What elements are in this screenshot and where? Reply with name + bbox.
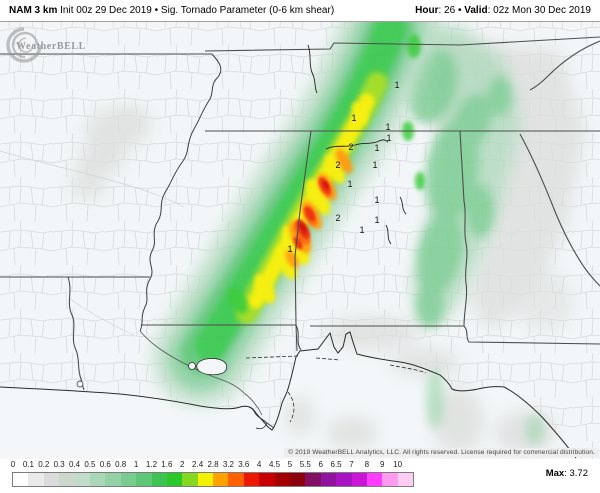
copyright-notice: © 2019 WeatherBELL Analytics, LLC. All r… <box>284 448 599 457</box>
colorbar-tick: 0.5 <box>84 460 96 469</box>
colorbar-segment <box>213 473 229 486</box>
colorbar-tick: 0.2 <box>38 460 50 469</box>
colorbar-segment <box>366 473 383 486</box>
colorbar-ticks: 0 0.1 0.2 0.3 0.4 0.5 0.6 0.8 1 1.2 1.6 2 2.4 2.8 3.2 3… <box>0 460 600 471</box>
colorbar-tick: 1.2 <box>145 460 158 469</box>
colorbar-segment <box>397 473 414 486</box>
valid-value: : 02z Mon 30 Dec 2019 <box>487 5 591 16</box>
colorbar-tick: 6.5 <box>330 460 342 469</box>
colorbar-tick: 1 <box>133 460 139 469</box>
colorbar-tick: 0.8 <box>115 460 127 469</box>
colorbar-tick: 2.8 <box>207 460 219 469</box>
colorbar-tick: 0.3 <box>53 460 65 469</box>
valid-label: Valid <box>464 5 488 16</box>
lake-pontchartrain <box>196 358 228 376</box>
valid-time-title: Hour: 26 • Valid: 02z Mon 30 Dec 2019 <box>415 5 591 16</box>
colorbar-tick: 4 <box>256 460 262 469</box>
max-number: : 3.72 <box>564 468 588 479</box>
colorbar-segment <box>182 473 198 486</box>
colorbar-segment <box>105 473 121 486</box>
model-run-title: NAM 3 km Init 00z 29 Dec 2019 • Sig. Tor… <box>9 5 334 16</box>
watermark-text: WeatherBELL <box>16 41 86 52</box>
colorbar-segment <box>59 473 75 486</box>
title-bar: NAM 3 km Init 00z 29 Dec 2019 • Sig. Tor… <box>0 0 600 21</box>
colorbar-tick: 2 <box>179 460 185 469</box>
legend-footer: 0 0.1 0.2 0.3 0.4 0.5 0.6 0.8 1 1.2 1.6 2 2.4 2.8 3.2 3… <box>0 459 600 493</box>
barrier-islands <box>245 355 427 423</box>
colorbar-segment <box>89 473 106 486</box>
max-value: Max: 3.72 <box>546 468 588 479</box>
hour-label: Hour <box>415 5 439 16</box>
colorbar-segment <box>151 473 167 486</box>
colorbar-tick: 5.5 <box>299 460 311 469</box>
colorbar-segment <box>166 473 183 486</box>
colorbar-tick: 5 <box>287 460 293 469</box>
colorbar-segment <box>13 473 29 486</box>
colorbar-tick: 8 <box>364 460 370 469</box>
colorbar-segment <box>74 473 90 486</box>
coastline <box>0 331 577 459</box>
hour-value: : 26 • <box>438 5 465 16</box>
colorbar-tick: 0.4 <box>68 460 81 469</box>
colorbar-segment <box>28 473 44 486</box>
colorbar-segment <box>382 473 398 486</box>
colorbar-segment <box>120 473 137 486</box>
colorbar-segment <box>290 473 306 486</box>
colorbar-tick: 0.6 <box>99 460 111 469</box>
colorbar-segment <box>274 473 291 486</box>
mississippi-river <box>139 53 263 416</box>
colorbar-tick: 1.6 <box>161 460 173 469</box>
tennessee-river <box>307 44 407 245</box>
colorbar-tick: 6 <box>318 460 323 469</box>
colorbar-segment <box>305 473 321 486</box>
colorbar-tick: 4.5 <box>268 460 281 469</box>
colorbar-tick: 0.1 <box>22 460 34 469</box>
colorbar-tick: 9 <box>379 460 385 469</box>
max-label: Max <box>545 468 565 479</box>
colorbar-segment <box>336 473 352 486</box>
colorbar-segment <box>259 473 275 486</box>
colorbar-tick: 3.6 <box>238 460 250 469</box>
colorbar-segment <box>136 473 152 486</box>
watermark-logo: WeatherBELL <box>6 27 86 63</box>
colorbar-segment <box>320 473 337 486</box>
state-borders <box>0 36 600 391</box>
colorbar-tick: 0 <box>10 460 16 469</box>
colorbar-segment <box>197 473 214 486</box>
map-canvas <box>0 22 600 460</box>
model-subtitle: Init 00z 29 Dec 2019 • Sig. Tornado Para… <box>57 5 335 16</box>
colorbar-segment <box>228 473 244 486</box>
colorbar-tick: 2.4 <box>192 460 204 469</box>
colorbar-tick: 3.2 <box>222 460 234 469</box>
colorbar-tick: 10 <box>393 460 403 469</box>
colorbar-segment <box>43 473 60 486</box>
model-name: NAM 3 km <box>9 5 58 16</box>
colorbar-tick: 7 <box>349 460 354 469</box>
colorbar-segment <box>243 473 260 486</box>
colorbar-bar <box>12 472 414 487</box>
colorbar-segment <box>351 473 367 486</box>
stp-field <box>70 22 585 455</box>
